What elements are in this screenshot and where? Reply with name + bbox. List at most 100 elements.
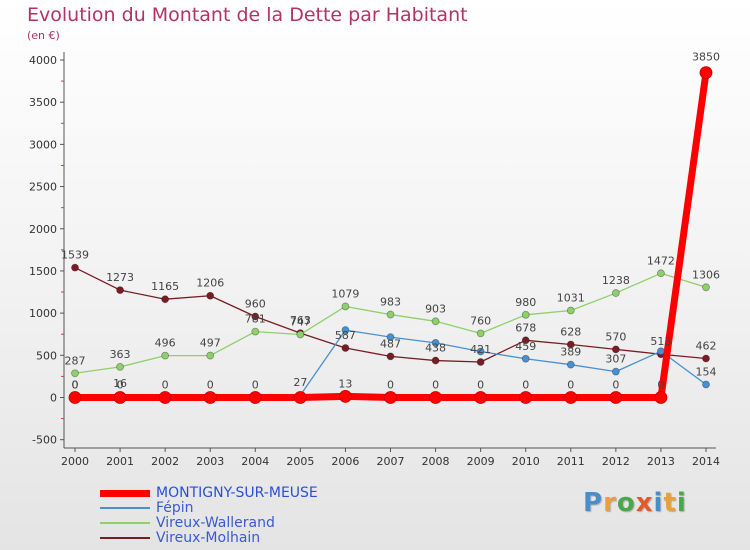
data-label: 0 xyxy=(117,379,124,392)
x-tick-label: 2011 xyxy=(557,455,585,468)
series-1-point xyxy=(431,339,440,347)
data-label: 1031 xyxy=(557,292,585,305)
series-3-point xyxy=(341,344,350,352)
series-0-point xyxy=(609,391,623,404)
x-tick-label: 2006 xyxy=(331,455,359,468)
x-tick-label: 2000 xyxy=(61,455,89,468)
chart-subtitle: (en €) xyxy=(27,29,60,42)
series-2-point xyxy=(296,330,305,339)
series-0-point xyxy=(654,391,668,404)
data-label: 0 xyxy=(162,379,169,392)
series-2-point xyxy=(116,362,124,371)
data-label: 0 xyxy=(567,379,574,392)
y-tick-label: 2500 xyxy=(29,181,57,194)
data-label: 287 xyxy=(65,354,86,367)
series-3-point xyxy=(161,295,170,304)
legend-label: Fépin xyxy=(156,500,194,516)
data-label: 1238 xyxy=(602,274,630,287)
y-tick-label: 4000 xyxy=(29,54,57,67)
data-label: 487 xyxy=(380,337,401,350)
series-0-point xyxy=(113,391,127,404)
data-label: 587 xyxy=(335,329,356,342)
series-3-point xyxy=(386,352,395,361)
proxiti-logo: Proxiti xyxy=(583,488,687,518)
series-3-point xyxy=(476,358,485,366)
data-label: 747 xyxy=(290,315,311,328)
data-label: 0 xyxy=(72,379,79,392)
y-tick-label: 1500 xyxy=(29,265,57,278)
data-label: 1079 xyxy=(331,287,359,300)
x-tick-label: 2013 xyxy=(647,455,675,468)
logo-letter: t xyxy=(663,488,677,518)
legend-swatch xyxy=(100,489,150,497)
x-tick-label: 2004 xyxy=(241,455,269,468)
y-tick-label: 500 xyxy=(36,349,57,362)
data-label: 0 xyxy=(387,379,394,392)
series-3-point xyxy=(521,336,530,345)
series-3-point xyxy=(251,312,260,321)
series-lines xyxy=(68,66,713,404)
data-label: 781 xyxy=(245,313,266,326)
series-1-point xyxy=(386,333,395,341)
data-label: 980 xyxy=(515,296,536,309)
series-0-point xyxy=(474,391,488,404)
data-label: 1472 xyxy=(647,254,675,267)
data-label: 1306 xyxy=(692,268,720,281)
data-label: 513 xyxy=(650,335,671,348)
data-label: 438 xyxy=(425,342,446,355)
series-0-point xyxy=(384,391,397,404)
data-label: 421 xyxy=(470,343,491,356)
data-label: 0 xyxy=(432,379,439,392)
series-3-point xyxy=(206,291,215,300)
series-2-point xyxy=(71,369,79,378)
data-label: 678 xyxy=(515,321,536,334)
series-3-point xyxy=(702,354,710,363)
x-tick-label: 2014 xyxy=(692,455,720,468)
data-label: 3850 xyxy=(692,51,720,64)
x-tick-label: 2007 xyxy=(377,455,405,468)
data-label: 496 xyxy=(155,337,176,350)
data-label: 570 xyxy=(605,330,626,343)
x-tick-label: 2012 xyxy=(602,455,630,468)
x-tick-label: 2005 xyxy=(286,455,314,468)
data-label: 0 xyxy=(477,379,484,392)
x-tick-label: 2008 xyxy=(422,455,450,468)
chart-title: Evolution du Montant de la Dette par Hab… xyxy=(27,4,468,26)
data-label: 983 xyxy=(380,296,401,309)
series-1-point xyxy=(476,347,485,356)
series-3-point xyxy=(431,356,440,365)
data-label: 0 xyxy=(72,379,79,392)
series-3-point xyxy=(71,263,79,272)
series-2-point xyxy=(521,310,530,319)
series-0-point xyxy=(564,391,578,404)
series-0-point xyxy=(429,391,442,404)
axes: 4000 3500 3000 2500 2000 1500 1000 500 0 -500 2000… xyxy=(29,52,720,468)
data-label: 1206 xyxy=(196,277,224,290)
data-label: 0 xyxy=(657,379,664,392)
series-2-point xyxy=(206,351,215,360)
data-label: 389 xyxy=(560,346,581,359)
series-2-point xyxy=(251,327,260,336)
legend-swatch xyxy=(100,507,150,509)
x-tick-label: 2009 xyxy=(467,455,495,468)
series-2-point xyxy=(476,329,485,338)
data-label: 154 xyxy=(696,366,717,379)
data-label: 0 xyxy=(612,379,619,392)
series-0-point xyxy=(68,391,82,404)
data-label: 462 xyxy=(696,340,717,353)
data-label: 628 xyxy=(560,326,581,339)
data-label: 1273 xyxy=(106,271,134,284)
series-1-point xyxy=(341,326,350,334)
series-0-point xyxy=(203,391,217,404)
logo-letter: P xyxy=(583,488,604,518)
data-label: 459 xyxy=(515,340,536,353)
data-label: 16 xyxy=(113,377,127,390)
data-label: 307 xyxy=(605,353,626,366)
series-2-point xyxy=(431,317,440,326)
series-1-point xyxy=(566,360,575,369)
series-0-point xyxy=(519,391,533,404)
data-label: 0 xyxy=(522,379,529,392)
series-3-point xyxy=(566,340,575,349)
